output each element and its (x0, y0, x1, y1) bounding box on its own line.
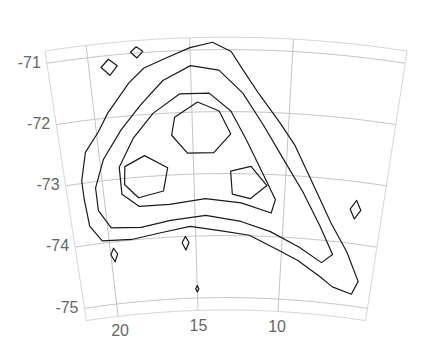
contour-line (350, 200, 361, 218)
dec-grid-line (75, 236, 377, 248)
tick-labels: -71 -72 -73 -74 -75 20 15 10 (18, 54, 286, 340)
chart: -71 -72 -73 -74 -75 20 15 10 (0, 0, 423, 349)
dec-grid-line (85, 298, 368, 309)
contour-line (111, 248, 118, 262)
y-tick-label: -72 (27, 115, 50, 132)
contour-line (119, 93, 275, 213)
ra-grid-line (86, 45, 118, 316)
contour-line (125, 156, 168, 198)
y-tick-label: -74 (46, 237, 69, 254)
dec-grid-line (47, 50, 405, 64)
x-tick-label: 10 (268, 318, 286, 335)
y-tick-label: -75 (55, 299, 78, 316)
x-tick-label: 15 (190, 317, 208, 334)
contour-line (101, 59, 117, 75)
y-tick-label: -71 (18, 54, 41, 71)
contour-line (196, 286, 199, 292)
contour-line (172, 102, 231, 153)
plot-frame (45, 37, 407, 320)
dec-grid-line (66, 174, 387, 186)
ra-grid-line (190, 38, 198, 311)
contour-line (130, 47, 142, 58)
x-tick-label: 20 (111, 322, 129, 339)
contour-line (182, 236, 189, 250)
contours (82, 42, 361, 294)
ra-grid-line (278, 39, 293, 311)
contour-line (231, 166, 267, 198)
contour-line (82, 42, 358, 294)
y-tick-label: -73 (37, 176, 60, 193)
contour-line (96, 66, 333, 263)
grid (47, 38, 405, 317)
